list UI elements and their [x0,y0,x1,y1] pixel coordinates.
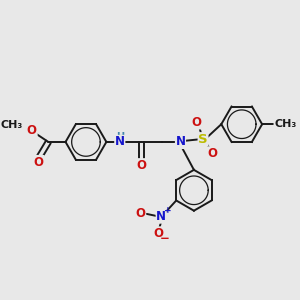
Text: CH₃: CH₃ [1,120,23,130]
Text: N: N [115,135,125,148]
Text: O: O [27,124,37,137]
Text: +: + [164,206,172,215]
Text: N: N [156,210,166,223]
Text: O: O [135,207,145,220]
Text: O: O [192,116,202,129]
Text: S: S [198,133,208,146]
Text: −: − [160,232,170,244]
Text: O: O [208,147,218,160]
Text: CH₃: CH₃ [274,119,296,129]
Text: N: N [176,135,185,148]
Text: H: H [116,132,124,142]
Text: O: O [34,156,44,169]
Text: O: O [154,227,164,240]
Text: O: O [136,159,146,172]
